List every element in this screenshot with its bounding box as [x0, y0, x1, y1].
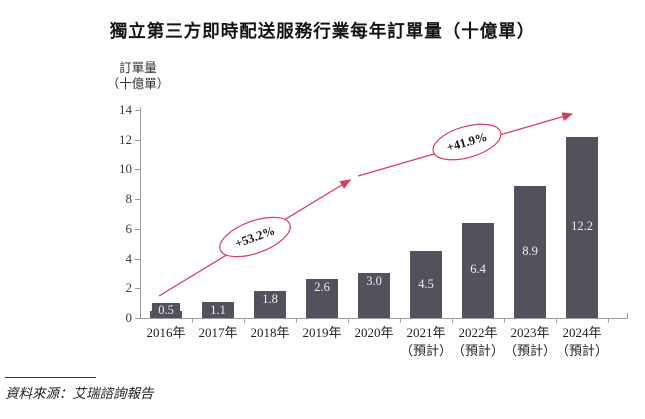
y-axis-title-line2: （十億單） [106, 77, 170, 91]
y-tick-label: 14 [119, 102, 132, 117]
x-axis-end-tick [627, 313, 628, 319]
y-axis-tick [135, 258, 140, 260]
y-axis-tick [135, 228, 140, 230]
x-tick-label-year: 2018年 [250, 325, 290, 340]
x-tick-label-note: （預計） [503, 342, 556, 358]
bar-value-label: 12.2 [571, 219, 593, 234]
x-tick-label: 2016年 [131, 324, 201, 342]
y-tick-label: 8 [125, 191, 133, 207]
chart-title: 獨立第三方即時配送服務行業每年訂單量（十億單） [109, 21, 536, 41]
bar-value-label: 2.6 [314, 280, 330, 295]
x-axis-tick [504, 319, 505, 323]
y-tick-label: 2 [125, 280, 133, 296]
x-axis-tick [348, 319, 349, 323]
y-axis-title-line1: 訂單量 [119, 61, 157, 75]
x-tick-label-note: （預計） [555, 342, 608, 358]
y-axis-tick [135, 318, 140, 319]
y-tick-label: 0 [125, 310, 133, 325]
annotation-ellipse [219, 216, 291, 258]
x-axis-tick [400, 319, 401, 323]
bar-value-label: 3.0 [366, 274, 382, 289]
bar [462, 222, 494, 318]
y-axis-title: 訂單量 （十億單） [96, 60, 180, 92]
bar [410, 251, 442, 318]
x-tick-label: 2017年 [183, 324, 253, 342]
annotation-ellipse [432, 123, 502, 161]
bar-value-label: 6.4 [470, 262, 486, 277]
x-tick-label-year: 2019年 [302, 325, 342, 340]
y-axis-tick [135, 110, 140, 111]
x-tick-label: 2022年 （預計） [443, 324, 513, 359]
x-axis-tick [296, 319, 297, 323]
growth-rate-label-1: +53.2% [233, 223, 277, 250]
y-tick-label: 10 [119, 161, 132, 177]
bar [514, 185, 546, 318]
bar [358, 273, 390, 318]
x-tick-label-year: 2016年 [146, 325, 186, 340]
bar [202, 301, 234, 318]
x-tick-label-year: 2024年 [562, 325, 602, 340]
x-axis-tick [244, 319, 245, 323]
source-divider [5, 377, 96, 378]
growth-rate-annotation-2: +41.9% [432, 123, 502, 161]
growth-rate-label-2: +41.9% [445, 130, 489, 155]
source-note: 資料來源：艾瑞諮詢報告 [5, 386, 154, 401]
x-tick-label: 2021年 （預計） [391, 324, 461, 359]
x-tick-label: 2023年 （預計） [495, 324, 565, 359]
x-tick-label-year: 2017年 [198, 325, 238, 340]
x-tick-label-year: 2020年 [354, 325, 394, 340]
y-axis-tick [135, 169, 140, 171]
x-tick-label: 2019年 [287, 324, 357, 342]
x-tick-label-note: （預計） [399, 342, 452, 358]
bar-value-label: 0.5 [152, 302, 180, 318]
x-tick-label: 2018年 [235, 324, 305, 342]
y-axis-tick [135, 139, 140, 141]
growth-rate-annotation-1: +53.2% [219, 216, 291, 258]
y-tick-label: 12 [119, 131, 132, 147]
y-axis-tick [135, 288, 140, 290]
x-axis-tick [452, 319, 453, 323]
growth-trend-arrow-2 [357, 112, 574, 177]
x-tick-label: 2020年 [339, 324, 409, 342]
x-axis-tick [192, 319, 193, 323]
bar-value-label: 4.5 [418, 276, 434, 291]
x-tick-label-year: 2021年 [406, 325, 446, 340]
x-tick-label-note: （預計） [451, 342, 504, 358]
y-tick-label: 4 [125, 250, 133, 266]
x-tick-label-year: 2022年 [458, 325, 498, 340]
y-axis-tick [135, 199, 140, 201]
y-tick-label: 6 [125, 220, 133, 236]
y-axis-line [140, 107, 141, 319]
bar-value-label: 1.8 [262, 292, 278, 307]
bar-value-label: 1.1 [210, 302, 226, 317]
x-tick-label-year: 2023年 [510, 325, 550, 340]
bar-value-label: 8.9 [522, 243, 538, 258]
x-tick-label: 2024年 （預計） [547, 324, 617, 359]
x-axis-line [140, 318, 628, 319]
x-axis-tick [608, 319, 609, 323]
x-axis-tick [556, 319, 557, 323]
